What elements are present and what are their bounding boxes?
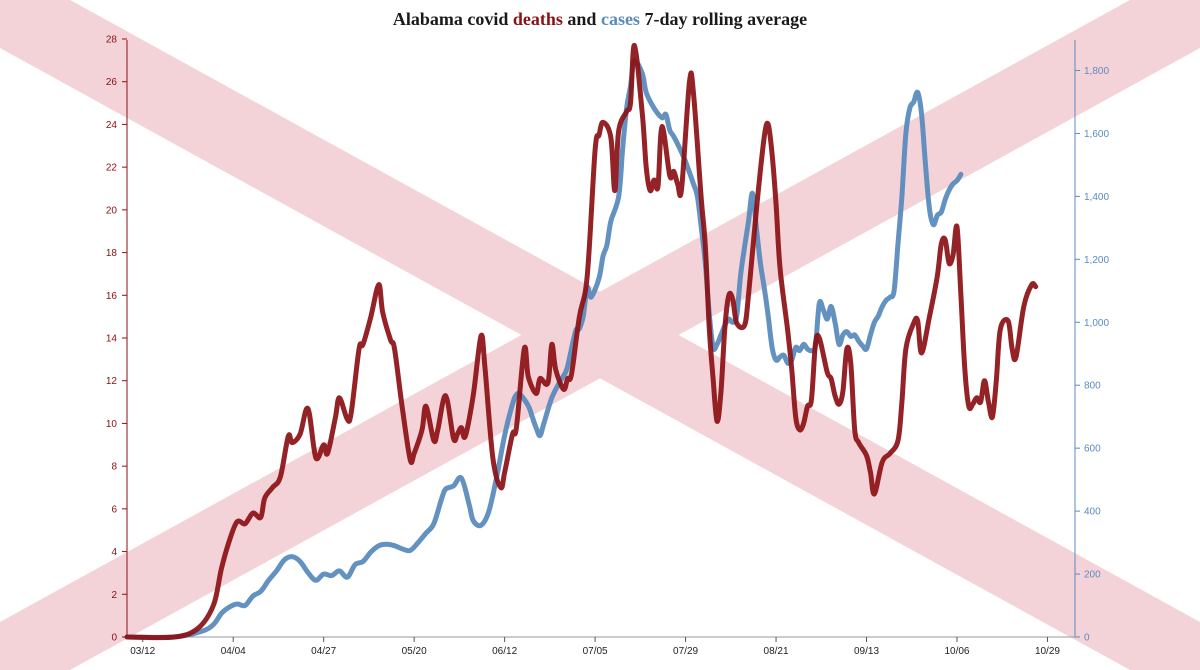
left-axis-tick-label: 14	[106, 334, 118, 345]
left-axis-tick-label: 0	[111, 633, 117, 644]
chart-axes: 024681012141618202224262802004006008001,…	[106, 35, 1110, 658]
chart-series	[124, 42, 1039, 641]
x-axis-tick-label: 10/06	[944, 646, 969, 657]
left-axis-tick-label: 24	[106, 120, 118, 131]
left-axis-tick-label: 6	[111, 504, 117, 515]
right-axis-tick-label: 1,400	[1084, 192, 1109, 203]
x-axis-tick-label: 07/29	[673, 646, 698, 657]
right-axis-tick-label: 600	[1084, 444, 1101, 455]
left-axis-tick-label: 2	[111, 590, 117, 601]
left-axis-tick-label: 16	[106, 291, 118, 302]
x-axis-tick-label: 07/05	[583, 646, 608, 657]
left-axis-tick-label: 10	[106, 419, 118, 430]
chart-title: Alabama covid deaths and cases 7-day rol…	[393, 9, 807, 29]
right-axis-tick-label: 400	[1084, 507, 1101, 518]
x-axis-tick-label: 03/12	[130, 646, 155, 657]
x-axis-tick-label: 10/29	[1035, 646, 1060, 657]
cases-series-line	[124, 58, 964, 640]
right-axis-tick-label: 0	[1084, 633, 1090, 644]
title-and-word: and	[563, 9, 601, 29]
left-axis-tick-label: 28	[106, 35, 118, 46]
title-part1: Alabama covid	[393, 9, 513, 29]
right-axis-tick-label: 1,200	[1084, 255, 1109, 266]
right-axis-tick-label: 200	[1084, 570, 1101, 581]
left-axis-tick-label: 18	[106, 248, 118, 259]
left-axis-tick-label: 12	[106, 376, 118, 387]
deaths-series-line	[124, 42, 1039, 641]
x-axis-tick-label: 04/04	[221, 646, 246, 657]
right-axis-tick-label: 1,000	[1084, 318, 1109, 329]
left-axis-tick-label: 26	[106, 77, 118, 88]
right-axis-tick-label: 1,600	[1084, 129, 1109, 140]
title-cases-word: cases	[601, 9, 640, 29]
right-axis-tick-label: 800	[1084, 381, 1101, 392]
x-axis-tick-label: 04/27	[311, 646, 336, 657]
x-axis-tick-label: 05/20	[402, 646, 427, 657]
title-part2: 7-day rolling average	[640, 9, 807, 29]
x-axis-tick-label: 08/21	[764, 646, 789, 657]
left-axis-tick-label: 20	[106, 205, 118, 216]
x-axis-tick-label: 06/12	[492, 646, 517, 657]
x-axis-tick-label: 09/13	[854, 646, 879, 657]
left-axis-tick-label: 8	[111, 462, 117, 473]
title-deaths-word: deaths	[513, 9, 563, 29]
left-axis-tick-label: 4	[111, 547, 117, 558]
left-axis-tick-label: 22	[106, 163, 118, 174]
right-axis-tick-label: 1,800	[1084, 66, 1109, 77]
